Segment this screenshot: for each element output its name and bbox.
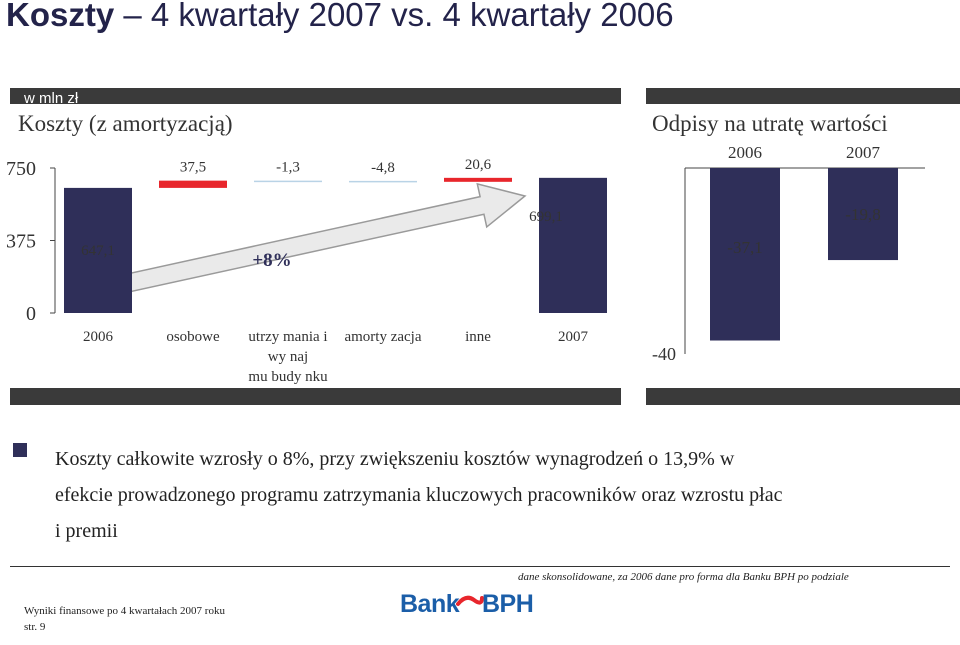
bar-decrease-utrzymania-i-wynajmu-budynku: [254, 180, 322, 183]
value-labels: -37,1 -19,8: [727, 205, 880, 257]
category-label: osobowe: [166, 329, 220, 345]
left-panel-bottom-bar: [10, 388, 621, 405]
category-labels: 2006 2007: [728, 143, 881, 162]
right-panel-bottom-bar: [646, 388, 960, 405]
category-label: 2006: [728, 143, 762, 162]
value-label: 20,6: [465, 157, 492, 173]
growth-annotation: +8%: [252, 250, 291, 271]
chart-title: Koszty (z amortyzacją): [18, 111, 233, 136]
value-label: 37,5: [180, 160, 206, 176]
category-label: 2006: [83, 329, 114, 345]
bars: [64, 177, 607, 313]
value-label: -4,8: [371, 160, 395, 176]
right-panel-top-bar: [646, 88, 960, 104]
y-axis-ticks: 0 375 750: [6, 158, 55, 325]
slide-title-bold: Koszty: [6, 0, 115, 33]
footer-page: str. 9: [24, 621, 46, 633]
commentary-text: Koszty całkowite wzrosły o 8%, przy zwię…: [55, 441, 782, 549]
left-panel-top-bar: [10, 88, 621, 104]
category-label: 2007: [846, 143, 881, 162]
bars: [710, 168, 898, 341]
value-label: 647,1: [81, 243, 115, 259]
bar-decrease-amortyzacja: [349, 180, 417, 183]
footer-note: dane skonsolidowane, za 2006 dane pro fo…: [518, 571, 849, 583]
category-label: mu budy nku: [248, 369, 328, 385]
category-label: inne: [465, 329, 491, 345]
category-labels: 2006 osobowe utrzy mania i wy naj mu budy nk…: [83, 329, 589, 385]
growth-arrow: [102, 182, 527, 298]
y-tick-label: 0: [26, 303, 36, 325]
category-label: 2007: [558, 329, 589, 345]
category-label: utrzy mania i: [248, 329, 327, 345]
bar-total-2007: [539, 177, 607, 313]
value-labels: 647,1 37,5 -1,3 -4,8 20,6 699,1: [81, 157, 563, 259]
chart-title: Odpisy na utratę wartości: [652, 111, 888, 136]
commentary-line-3: i premii: [55, 520, 118, 542]
y-tick-label: -40: [652, 344, 676, 364]
impairment-chart: Odpisy na utratę wartości -40 2006 2007 -…: [652, 111, 925, 364]
value-label: -19,8: [845, 205, 880, 224]
slide-title-rest: – 4 kwartały 2007 vs. 4 kwartały 2006: [114, 0, 674, 33]
growth-arrow-shape: [102, 182, 527, 298]
bank-logo: Bank BPH: [400, 590, 534, 624]
slide-title: Koszty – 4 kwartały 2007 vs. 4 kwartały …: [6, 0, 674, 34]
commentary-line-1: Koszty całkowite wzrosły o 8%, przy zwię…: [55, 448, 735, 470]
logo-swoosh-icon: [456, 595, 484, 606]
footer-divider: [10, 566, 950, 567]
category-label: wy naj: [268, 349, 308, 365]
y-tick-label: 375: [6, 231, 36, 253]
bar-increase-inne: [444, 177, 512, 182]
bar-total-2006: [64, 187, 132, 313]
bullet-square: [13, 443, 27, 457]
category-label: amorty zacja: [344, 329, 421, 345]
y-tick-label: 750: [6, 158, 36, 180]
value-label: 699,1: [529, 209, 563, 225]
y-axis-ticks: -40: [652, 344, 676, 364]
logo-text-bank: Bank: [400, 590, 460, 618]
bar-2007: [828, 168, 898, 261]
bar-2006: [710, 168, 780, 341]
logo-text-bph: BPH: [482, 590, 534, 618]
value-label: -37,1: [727, 238, 762, 257]
bar-increase-osobowe: [159, 180, 227, 188]
commentary-line-2: efekcie prowadzonego programu zatrzymani…: [55, 484, 783, 506]
costs-waterfall-chart: Koszty (z amortyzacją) 0 375 750 647,1 37,5…: [6, 111, 607, 385]
value-label: -1,3: [276, 160, 300, 176]
unit-label: w mln zł: [24, 90, 79, 107]
footer-report: Wyniki finansowe po 4 kwartałach 2007 ro…: [24, 605, 225, 617]
